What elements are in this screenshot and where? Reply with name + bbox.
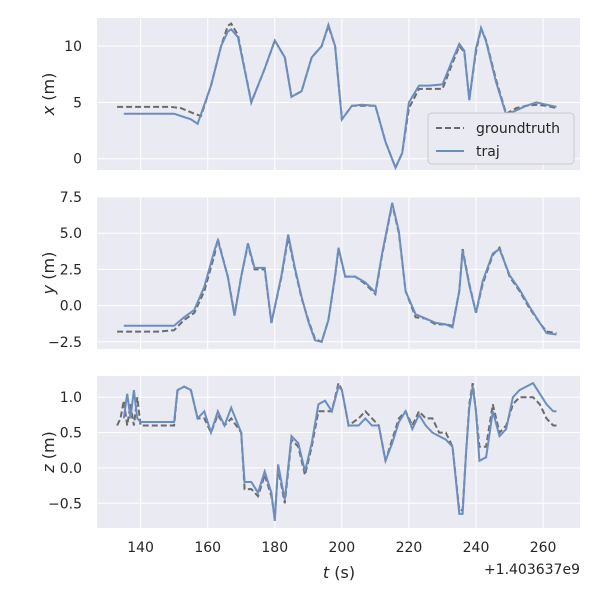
subplot-panels: 0 5 10 x (m) groundtruth traj −2.5 0.0 2.5 5.0 7.5… [39,18,580,556]
x-tick-label: 160 [194,540,221,556]
x-axis-label-var: t [323,563,330,582]
y-tick-label-y: 2.5 [60,262,82,278]
y-tick-label-z: −0.5 [48,496,82,512]
y-axis-label-z: z (m) [39,431,58,474]
y-tick-label-y: −2.5 [48,335,82,351]
subplot-z: 140 160 180 200 220 240 260 −0.5 0.0 0.5 1.0 z (m) [39,376,580,556]
series-line-traj-y [123,202,557,343]
x-offset-label: +1.403637e9 [484,562,580,578]
x-tick-label: 220 [396,540,423,556]
legend-box [427,112,575,165]
y-axis-label-unit: (m) [39,431,58,464]
subplot-y: −2.5 0.0 2.5 5.0 7.5 y (m) [39,190,580,351]
y-tick-label-z: 0.0 [60,461,82,477]
legend: groundtruth traj [427,112,575,165]
y-tick-label-x: 0 [73,152,82,168]
x-tick-label: 200 [328,540,355,556]
legend-label-traj: traj [476,144,500,160]
x-tick-label: 260 [530,540,557,556]
y-tick-label-y: 7.5 [60,190,82,206]
x-tick-label: 240 [463,540,490,556]
x-tick-label: 180 [261,540,288,556]
x-axis-label-unit: (s) [329,563,355,582]
legend-label-groundtruth: groundtruth [476,121,560,137]
plot-area-z [97,376,580,528]
x-axis-label: t (s) [323,563,355,582]
y-axis-label-var: z [39,464,58,474]
y-tick-label-y: 0.0 [60,299,82,315]
y-axis-label-var: x [39,105,58,116]
y-tick-label-y: 5.0 [60,226,82,242]
y-axis-label-var: y [39,284,58,295]
series-line-traj-x [123,21,557,170]
y-tick-label-z: 1.0 [60,390,82,406]
series-line-traj-z [122,381,557,522]
y-tick-label-x: 5 [73,95,82,111]
y-axis-label-x: x (m) [39,73,58,117]
y-axis-label-y: y (m) [39,252,58,296]
x-tick-label: 140 [127,540,154,556]
y-axis-label-unit: (m) [39,73,58,106]
y-tick-label-z: 0.5 [60,426,82,442]
y-tick-label-x: 10 [64,39,82,55]
subplot-x: 0 5 10 x (m) groundtruth traj [39,18,580,170]
y-axis-label-unit: (m) [39,252,58,285]
